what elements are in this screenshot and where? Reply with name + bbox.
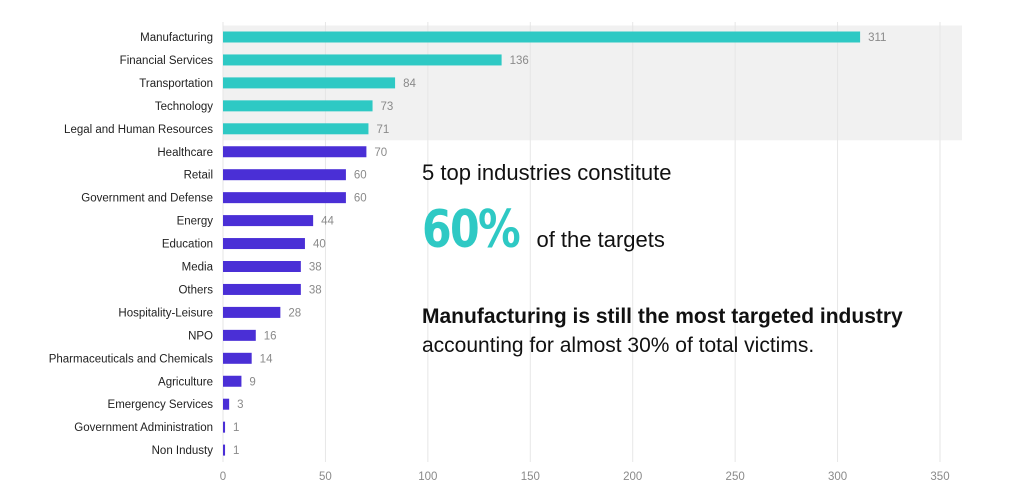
data-label: 14: [260, 353, 273, 365]
x-tick-label: 200: [623, 471, 642, 483]
bar: [223, 215, 314, 227]
category-label: Government and Defense: [81, 193, 213, 205]
bar: [223, 192, 346, 204]
x-tick-label: 250: [726, 471, 745, 483]
data-label: 28: [288, 307, 301, 319]
category-label: Retail: [184, 170, 213, 182]
category-label: Education: [162, 239, 213, 251]
bar: [223, 54, 502, 66]
annotation-key-finding-detail: accounting for almost 30% of total victi…: [422, 334, 815, 357]
bar: [223, 398, 230, 410]
bar: [223, 123, 369, 135]
data-label: 38: [309, 262, 322, 274]
bar: [223, 306, 281, 318]
bar: [223, 444, 226, 456]
category-label: Agriculture: [158, 376, 213, 388]
bar: [223, 283, 301, 295]
data-label: 136: [510, 55, 529, 67]
data-label: 73: [381, 101, 394, 113]
bar: [223, 169, 346, 181]
bar: [223, 352, 252, 364]
category-label: Energy: [177, 216, 214, 228]
category-label: Financial Services: [120, 55, 214, 67]
data-label: 9: [249, 376, 255, 388]
data-label: 84: [403, 78, 416, 90]
category-label: Others: [178, 284, 213, 296]
data-label: 311: [868, 32, 886, 44]
data-label: 60: [354, 170, 367, 182]
bar: [223, 31, 861, 43]
x-tick-label: 50: [319, 471, 332, 483]
data-label: 38: [309, 284, 322, 296]
bar: [223, 238, 305, 250]
bar: [223, 100, 373, 112]
annotation-headline: 5 top industries constitute: [422, 160, 672, 185]
category-label: Non Industy: [152, 445, 214, 457]
category-label: NPO: [188, 330, 213, 342]
category-label: Emergency Services: [108, 399, 214, 411]
annotation-percent-suffix: of the targets: [536, 227, 665, 252]
data-label: 40: [313, 239, 326, 251]
bar: [223, 261, 301, 272]
x-tick-label: 350: [930, 471, 949, 483]
bar: [223, 329, 256, 341]
bar: [223, 375, 242, 387]
annotation-percent-value: 60%: [422, 200, 521, 260]
data-label: 1: [233, 422, 239, 434]
category-label: Hospitality-Leisure: [118, 307, 213, 319]
data-label: 71: [376, 124, 389, 136]
x-tick-label: 0: [220, 471, 226, 483]
data-label: 60: [354, 193, 367, 205]
x-tick-label: 300: [828, 471, 847, 483]
category-label: Government Administration: [74, 422, 213, 434]
category-label: Transportation: [139, 78, 213, 90]
data-label: 1: [233, 445, 239, 457]
bar: [223, 146, 367, 158]
category-label: Media: [182, 262, 214, 274]
data-label: 3: [237, 399, 243, 411]
bar: [223, 421, 226, 433]
x-tick-label: 150: [521, 471, 540, 483]
category-label: Technology: [155, 101, 213, 113]
data-label: 70: [374, 147, 387, 159]
category-label: Manufacturing: [140, 32, 213, 44]
x-tick-label: 100: [418, 471, 437, 483]
annotation-percent-row: 60% of the targets: [422, 200, 665, 260]
category-label: Pharmaceuticals and Chemicals: [49, 353, 214, 365]
data-label: 16: [264, 330, 277, 342]
data-label: 44: [321, 216, 334, 228]
category-label: Legal and Human Resources: [64, 124, 213, 136]
bar: [223, 77, 396, 89]
annotation-key-finding: Manufacturing is still the most targeted…: [422, 305, 903, 328]
category-label: Healthcare: [157, 147, 213, 159]
